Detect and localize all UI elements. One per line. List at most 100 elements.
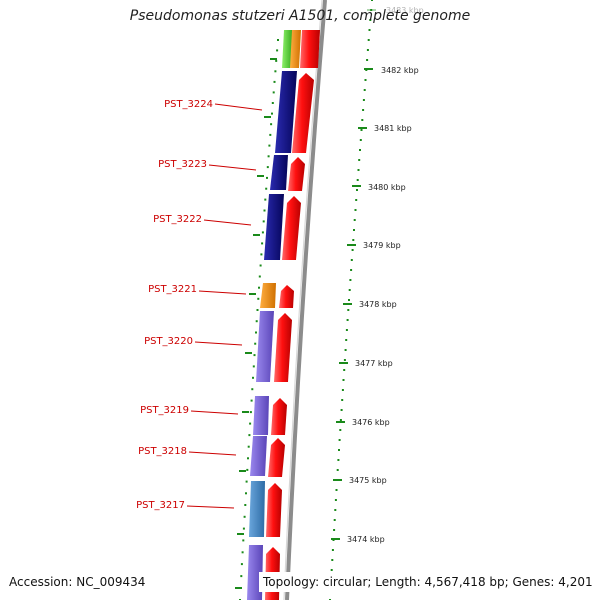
track-dot <box>249 422 252 425</box>
track-dot <box>344 349 347 351</box>
track-dot <box>346 319 349 321</box>
track-dot <box>251 388 254 391</box>
track-dot <box>352 239 355 241</box>
track-dot <box>258 286 260 289</box>
label-line-pst3217 <box>186 505 235 509</box>
track-dot <box>254 342 257 345</box>
track-dot <box>259 264 262 267</box>
track-dot <box>343 369 346 371</box>
track-dot <box>353 219 356 221</box>
track-dot <box>358 159 361 161</box>
track-dot <box>268 144 271 147</box>
gene-block-top-red <box>300 30 320 68</box>
track-dot <box>338 439 341 441</box>
track-dot <box>345 339 348 341</box>
track-dot <box>255 320 258 323</box>
track-dot <box>356 179 359 181</box>
gene-arrow-pst3219-plus <box>271 398 287 435</box>
track-dot <box>242 539 245 542</box>
track-dot <box>370 9 373 11</box>
gene-block-pst3222-minus <box>264 194 284 260</box>
gene-label-pst3222: PST_3222 <box>153 214 202 225</box>
gene-arrow-pst3217-plus <box>266 483 282 537</box>
track-dot <box>275 59 278 62</box>
genome-summary-text: Topology: circular; Length: 4,567,418 bp… <box>259 572 597 592</box>
gene-arrow-pst3222-plus <box>282 196 301 260</box>
gene-block-pst3218-minus <box>250 436 267 476</box>
label-line-pst3223 <box>208 164 257 171</box>
label-line-pst3221 <box>198 290 247 295</box>
track-dot <box>267 155 270 158</box>
gene-block-pst3217-minus <box>249 481 265 537</box>
track-dot <box>348 299 350 301</box>
scale-label-3478: 3478 kbp <box>359 300 397 309</box>
track-dot <box>249 411 252 414</box>
gene-label-pst3219: PST_3219 <box>140 405 189 416</box>
gene-arrow-pst3218-plus <box>268 438 285 477</box>
track-dot <box>243 515 246 518</box>
accession-text: Accession: NC_009434 <box>9 575 146 589</box>
track-dot <box>335 489 338 491</box>
gene-block-pst3220-minus <box>256 311 274 382</box>
track-dot <box>360 129 363 131</box>
track-dot <box>348 289 351 291</box>
track-dot <box>347 309 350 311</box>
track-dot <box>342 379 345 381</box>
track-dot <box>345 329 348 331</box>
gene-block-top-orange <box>290 30 301 68</box>
track-dot <box>276 49 279 52</box>
gene-arrow-pst3224-plus <box>292 73 314 153</box>
gene-label-pst3218: PST_3218 <box>138 446 187 457</box>
track-dot <box>354 209 357 211</box>
track-dot <box>341 389 344 391</box>
track-dot <box>341 399 344 401</box>
track-dot <box>266 166 269 169</box>
track-dot <box>252 365 255 368</box>
track-dot <box>353 229 355 231</box>
track-dot <box>361 119 364 121</box>
track-dot <box>250 399 253 402</box>
track-dot <box>333 519 336 521</box>
scale-label-3482: 3482 kbp <box>381 66 419 75</box>
track-dot <box>258 275 261 278</box>
gene-labels: PST_3224 PST_3223 PST_3222 PST_3221 PST_… <box>136 99 263 511</box>
track-dot <box>271 112 273 115</box>
track-dot <box>343 359 346 361</box>
track-dot <box>349 279 352 281</box>
track-dot <box>256 309 259 311</box>
scale-label-3475: 3475 kbp <box>349 476 387 485</box>
track-dot <box>247 457 249 460</box>
track-dot <box>255 331 257 334</box>
gene-label-pst3221: PST_3221 <box>148 284 197 295</box>
track-dot <box>240 575 243 578</box>
track-dot <box>350 269 353 271</box>
track-dot <box>367 39 370 41</box>
gene-block-pst3224-minus <box>275 71 297 153</box>
gene-label-pst3217: PST_3217 <box>136 500 185 511</box>
label-line-pst3219 <box>190 410 239 415</box>
track-dot <box>362 109 365 111</box>
gene-arrow-pst3223-plus <box>288 157 305 191</box>
track-dot <box>270 123 273 126</box>
track-dot <box>359 149 361 151</box>
gene-label-pst3220: PST_3220 <box>144 336 193 347</box>
track-dot <box>246 468 249 471</box>
track-dot <box>331 549 334 551</box>
track-dot <box>274 70 277 73</box>
track-dot <box>247 445 250 448</box>
track-dot <box>339 429 342 431</box>
track-dot <box>252 376 254 379</box>
scale-label-3477: 3477 kbp <box>355 359 393 368</box>
track-dot <box>245 492 247 495</box>
left-track-dashes <box>235 58 277 589</box>
track-dot <box>331 559 334 561</box>
scale-label-3483: 3483 kbp <box>386 6 424 15</box>
track-dot <box>363 89 366 91</box>
track-dot <box>262 220 265 223</box>
track-dot <box>334 509 337 511</box>
track-dot <box>245 480 248 483</box>
scale-label-3474: 3474 kbp <box>347 535 385 544</box>
track-dot <box>253 354 256 357</box>
track-dot <box>330 569 333 571</box>
